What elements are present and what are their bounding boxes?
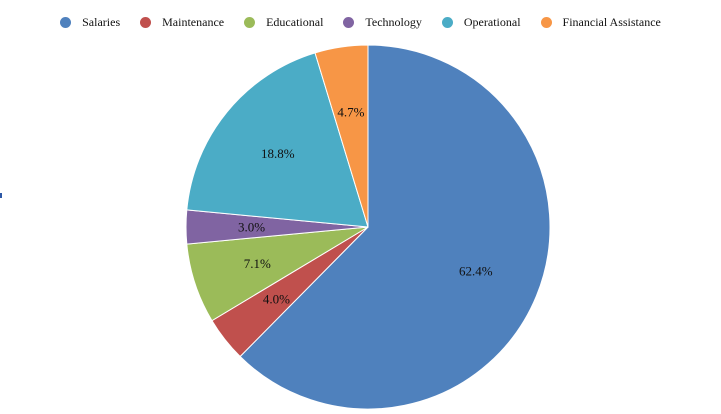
- legend-label: Operational: [463, 14, 521, 29]
- data-label-financial-assistance: 4.7%: [337, 104, 364, 119]
- pie-slice-financial-assistance[interactable]: [314, 44, 369, 228]
- data-label-operational: 18.8%: [261, 146, 295, 161]
- legend-item-technology[interactable]: Technology: [343, 14, 422, 30]
- chart-legend: Salaries Maintenance Educational Technology…: [0, 12, 721, 32]
- legend-label: Salaries: [82, 14, 121, 29]
- pie-slice-salaries[interactable]: [239, 44, 551, 410]
- legend-swatch: [60, 16, 72, 28]
- legend-item-salaries[interactable]: Salaries: [60, 15, 120, 30]
- legend-label: Financial Assistance: [562, 14, 661, 29]
- legend-label: Educational: [266, 14, 324, 29]
- data-label-salaries: 62.4%: [459, 264, 493, 279]
- edge-marker: [0, 193, 2, 198]
- legend-swatch: [244, 16, 256, 28]
- legend-item-financial-assistance[interactable]: Financial Assistance: [540, 14, 661, 30]
- legend-swatch: [343, 16, 355, 28]
- data-label-educational: 7.1%: [244, 256, 271, 271]
- legend-item-educational[interactable]: Educational: [244, 15, 323, 30]
- legend-item-operational[interactable]: Operational: [441, 14, 521, 30]
- legend-swatch: [540, 16, 552, 28]
- legend-swatch: [140, 16, 152, 28]
- legend-item-maintenance[interactable]: Maintenance: [140, 15, 224, 30]
- legend-label: Technology: [365, 14, 422, 29]
- legend-swatch: [441, 16, 453, 28]
- data-label-maintenance: 4.0%: [263, 292, 290, 307]
- legend-label: Maintenance: [162, 14, 225, 29]
- data-label-technology: 3.0%: [238, 220, 265, 235]
- pie-slice-operational[interactable]: [186, 52, 369, 228]
